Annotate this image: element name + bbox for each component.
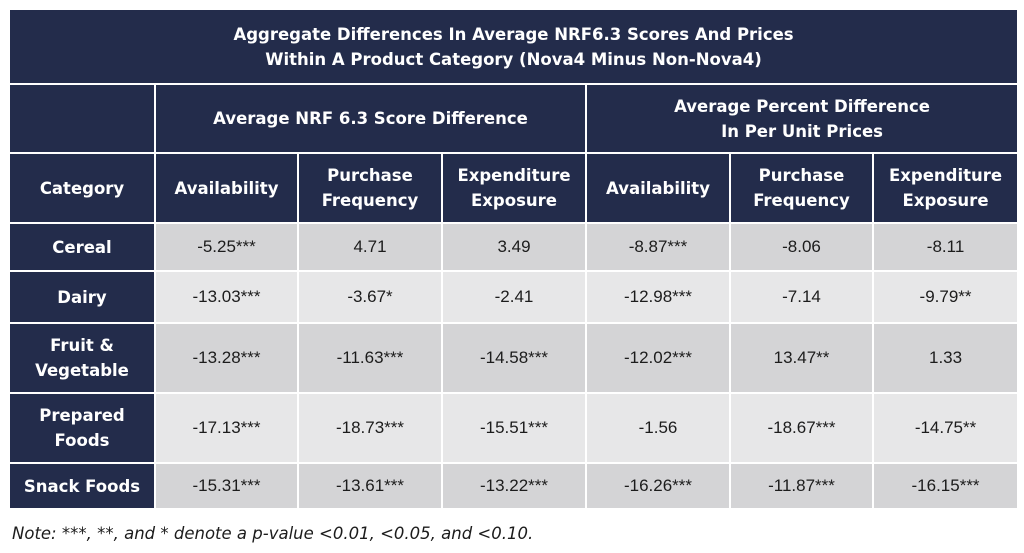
table-cell: 13.47** [729,323,873,394]
table-row: Snack Foods -15.31*** -13.61*** -13.22**… [10,463,1018,510]
table-title-line2: Within A Product Category (Nova4 Minus N… [265,49,762,69]
table-row: Cereal -5.25*** 4.71 3.49 -8.87*** -8.06… [10,223,1018,272]
table-cell: -13.03*** [154,271,298,324]
row-label-snack-foods: Snack Foods [10,463,155,510]
table-cell: -12.02*** [585,323,730,394]
column-header-price-purchase-line2: Frequency [753,191,850,210]
group-header-nrf-label: Average NRF 6.3 Score Difference [213,109,528,128]
table-cell: -18.67*** [729,393,873,464]
table-cell: -8.06 [729,223,873,272]
results-table-container: Aggregate Differences In Average NRF6.3 … [10,10,1018,510]
column-header-price-purchase-frequency: Purchase Frequency [729,153,873,224]
column-header-nrf-expenditure-line2: Exposure [471,191,557,210]
column-header-nrf-expenditure-line1: Expenditure [457,166,571,185]
table-cell: 4.71 [297,223,442,272]
column-header-nrf-expenditure-exposure: Expenditure Exposure [441,153,586,224]
table-title: Aggregate Differences In Average NRF6.3 … [10,10,1018,85]
table-cell: -11.63*** [297,323,442,394]
column-header-nrf-purchase-line1: Purchase [327,166,413,185]
row-label-line1: Dairy [57,287,107,307]
table-cell: -13.28*** [154,323,298,394]
results-table: Aggregate Differences In Average NRF6.3 … [10,10,1018,510]
corner-cell [10,84,155,154]
row-label-dairy: Dairy [10,271,155,324]
column-header-price-expenditure-line2: Exposure [902,191,989,210]
table-cell: -11.87*** [729,463,873,510]
column-header-nrf-availability-label: Availability [174,178,279,198]
table-cell: 1.33 [871,323,1018,394]
table-cell: -13.61*** [297,463,442,510]
column-header-nrf-purchase-line2: Frequency [321,191,419,210]
row-label-line1: Prepared [39,406,125,425]
row-label-line2: Vegetable [35,361,129,380]
group-header-price: Average Percent Difference In Per Unit P… [584,84,1018,154]
table-cell: -18.73*** [297,393,442,464]
table-cell: -3.67* [297,271,442,324]
row-label-prepared-foods: Prepared Foods [10,393,155,464]
table-cell: -5.25*** [154,223,298,272]
row-label-fruit-vegetable: Fruit & Vegetable [10,323,155,394]
table-cell: -15.51*** [441,393,586,464]
group-header-nrf: Average NRF 6.3 Score Difference [154,84,586,154]
column-header-nrf-availability: Availability [154,153,298,224]
table-cell: -1.56 [585,393,730,464]
table-row: Dairy -13.03*** -3.67* -2.41 -12.98*** -… [10,271,1018,324]
column-header-price-availability-label: Availability [606,178,710,198]
table-cell: -12.98*** [585,271,730,324]
table-cell: -7.14 [729,271,873,324]
table-cell: -2.41 [441,271,586,324]
column-header-price-expenditure-line1: Expenditure [888,166,1003,185]
table-cell: -13.22*** [441,463,586,510]
column-header-price-purchase-line1: Purchase [758,166,845,185]
row-label-line1: Snack Foods [23,476,141,496]
row-label-line2: Foods [54,431,110,450]
column-header-price-expenditure-exposure: Expenditure Exposure [871,153,1018,224]
row-label-cereal: Cereal [10,223,155,272]
footnote: Note: ***, **, and * denote a p-value <0… [12,524,534,543]
group-header-row: Average NRF 6.3 Score Difference Average… [10,84,1018,154]
title-row: Aggregate Differences In Average NRF6.3 … [10,10,1018,85]
row-label-line1: Cereal [52,237,112,257]
column-header-category: Category [10,153,155,224]
table-cell: -16.15*** [871,463,1018,510]
group-header-price-line1: Average Percent Difference [674,96,930,116]
table-cell: -16.26*** [585,463,730,510]
table-row: Fruit & Vegetable -13.28*** -11.63*** -1… [10,323,1018,394]
table-cell: -14.75** [871,393,1018,464]
table-cell: 3.49 [441,223,586,272]
table-cell: -8.87*** [585,223,730,272]
table-cell: -9.79** [871,271,1018,324]
column-header-category-label: Category [39,178,125,198]
column-header-price-availability: Availability [585,153,730,224]
group-header-price-line2: In Per Unit Prices [721,121,883,141]
column-header-row: Category Availability Purchase Frequency… [10,153,1018,224]
table-cell: -8.11 [871,223,1018,272]
table-title-line1: Aggregate Differences In Average NRF6.3 … [233,24,794,44]
table-cell: -15.31*** [154,463,298,510]
row-label-line1: Fruit & [50,336,114,355]
column-header-nrf-purchase-frequency: Purchase Frequency [297,153,442,224]
table-cell: -17.13*** [154,393,298,464]
table-cell: -14.58*** [441,323,586,394]
table-row: Prepared Foods -17.13*** -18.73*** -15.5… [10,393,1018,464]
